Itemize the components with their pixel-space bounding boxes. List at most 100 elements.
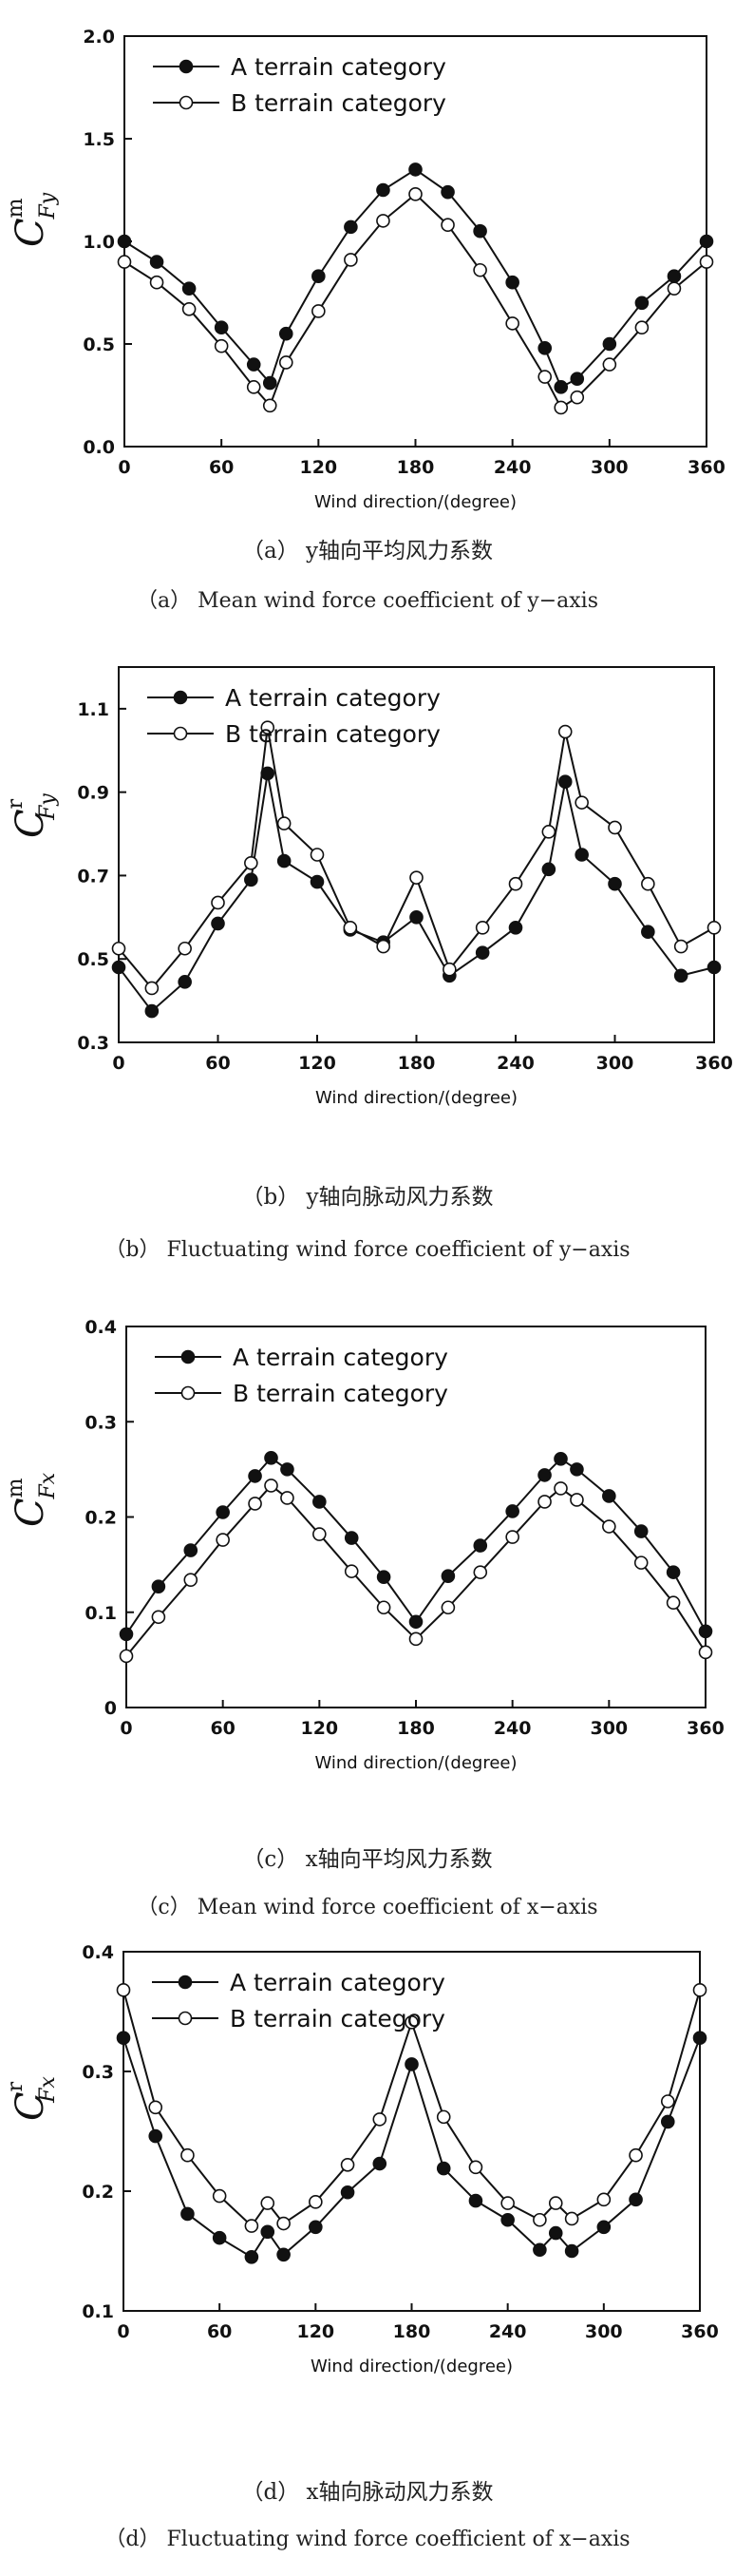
data-point-open — [344, 1564, 359, 1578]
data-point-filled — [278, 326, 293, 341]
y-axis-label: Cr Fy — [4, 793, 60, 838]
data-point-open — [178, 941, 192, 956]
y-tick-label: 0.4 — [82, 1942, 114, 1963]
data-point-open — [699, 255, 714, 269]
y-axis-label-base: C — [9, 809, 52, 838]
caption-en-d: （d） Fluctuating wind force coefficient o… — [104, 2528, 631, 2551]
data-point-open — [667, 281, 682, 296]
x-tick-label: 360 — [687, 1718, 725, 1739]
x-tick-label: 360 — [695, 1053, 733, 1074]
data-point-open — [537, 370, 553, 384]
data-point-filled — [541, 862, 556, 877]
data-point-filled — [554, 380, 569, 394]
x-tick-label: 120 — [299, 457, 337, 478]
y-axis-label-text: Cr Fy — [4, 793, 60, 838]
data-point-filled — [151, 1579, 166, 1593]
caption-en-a: （a） Mean wind force coefficient of y−axi… — [136, 589, 598, 613]
y-tick-label: 0.9 — [77, 783, 109, 804]
data-point-open — [376, 214, 390, 228]
data-point-filled — [376, 1570, 391, 1584]
chart-d-plot: 0 60 120 180 240 300 360 0.1 0.2 0.3 0.4 Wind direc… — [4, 1942, 719, 2376]
data-point-open — [473, 1565, 488, 1579]
x-tick-label: 240 — [494, 457, 532, 478]
data-point-filled — [575, 848, 589, 862]
data-point-open — [260, 720, 275, 735]
y-axis-label-sup: r — [4, 798, 28, 809]
x-tick-label: 0 — [120, 1718, 132, 1739]
data-point-filled — [634, 296, 650, 311]
series-line-b-terrain — [118, 727, 715, 990]
data-point-open — [554, 1481, 568, 1496]
data-point-open — [340, 2157, 355, 2172]
y-axis-label-sub: Fx — [36, 1472, 60, 1499]
data-point-open — [575, 795, 589, 810]
data-point-open — [214, 338, 229, 353]
data-point-filled — [441, 184, 455, 200]
data-point-filled — [641, 925, 655, 939]
y-axis-label-sub: Fy — [36, 793, 60, 821]
legend-label: A terrain category — [231, 53, 446, 81]
data-point-open — [537, 1495, 552, 1509]
data-point-filled — [564, 2243, 579, 2259]
legend-label: B terrain category — [233, 1380, 448, 1407]
data-point-filled — [344, 219, 358, 235]
y-tick-label: 1.1 — [77, 699, 109, 720]
data-point-filled — [214, 320, 229, 335]
data-point-filled — [633, 1524, 649, 1538]
x-tick-label: 0 — [118, 457, 130, 478]
data-point-open — [405, 2015, 419, 2030]
caption-en-c: （c） Mean wind force coefficient of x−axi… — [137, 1896, 598, 1919]
data-point-open — [180, 2147, 195, 2163]
data-point-filled — [441, 1569, 456, 1583]
data-point-filled — [505, 275, 519, 290]
data-point-open — [216, 1533, 230, 1547]
legend-marker — [178, 2011, 193, 2026]
y-axis-label-base: C — [9, 218, 52, 247]
data-point-open — [468, 2160, 483, 2175]
data-point-filled — [570, 372, 585, 387]
y-tick-label: 0.2 — [85, 1508, 117, 1529]
data-point-open — [211, 895, 225, 910]
y-tick-label: 0.3 — [82, 2062, 114, 2083]
data-point-filled — [181, 281, 197, 296]
data-point-filled — [508, 921, 523, 935]
data-point-filled — [216, 1505, 230, 1519]
data-point-open — [264, 1479, 278, 1493]
data-point-filled — [409, 910, 424, 925]
x-axis-label: Wind direction/(degree) — [311, 2357, 513, 2376]
data-point-open — [608, 820, 622, 835]
y-axis-label-text: Cm Fy — [4, 192, 60, 247]
data-point-filled — [311, 269, 326, 284]
data-point-filled — [602, 1489, 616, 1503]
y-tick-label: 0.4 — [85, 1317, 117, 1338]
data-point-open — [372, 2112, 387, 2127]
data-point-open — [116, 1983, 131, 1997]
x-axis-label: Wind direction/(degree) — [314, 1753, 517, 1773]
data-point-open — [409, 870, 424, 885]
data-point-open — [119, 1649, 134, 1664]
data-point-open — [343, 921, 358, 935]
x-tick-label: 120 — [300, 1718, 338, 1739]
y-tick-label: 1.5 — [83, 129, 115, 150]
data-point-open — [408, 187, 423, 201]
x-tick-label: 0 — [117, 2321, 129, 2342]
data-point-filled — [148, 2128, 163, 2144]
data-point-filled — [376, 182, 390, 198]
data-point-open — [660, 2094, 675, 2109]
data-point-filled — [180, 2206, 195, 2222]
data-point-filled — [244, 872, 258, 887]
y-axis-label-text: Cr Fx — [4, 2076, 60, 2121]
legend-label: A terrain category — [233, 1344, 448, 1371]
y-axis-label-text: Cm Fx — [4, 1472, 60, 1527]
data-point-filled — [276, 2247, 291, 2262]
data-point-filled — [473, 223, 487, 239]
y-tick-label: 0.7 — [77, 866, 109, 887]
series-line-a-terrain — [125, 1457, 707, 1635]
x-axis-label: Wind direction/(degree) — [314, 492, 517, 512]
data-point-filled — [117, 234, 132, 249]
data-point-filled — [557, 774, 573, 789]
y-axis-label-sub: Fy — [36, 192, 60, 219]
y-tick-label: 0.3 — [77, 1033, 109, 1054]
data-point-filled — [570, 1462, 584, 1477]
x-tick-label: 180 — [393, 2321, 431, 2342]
